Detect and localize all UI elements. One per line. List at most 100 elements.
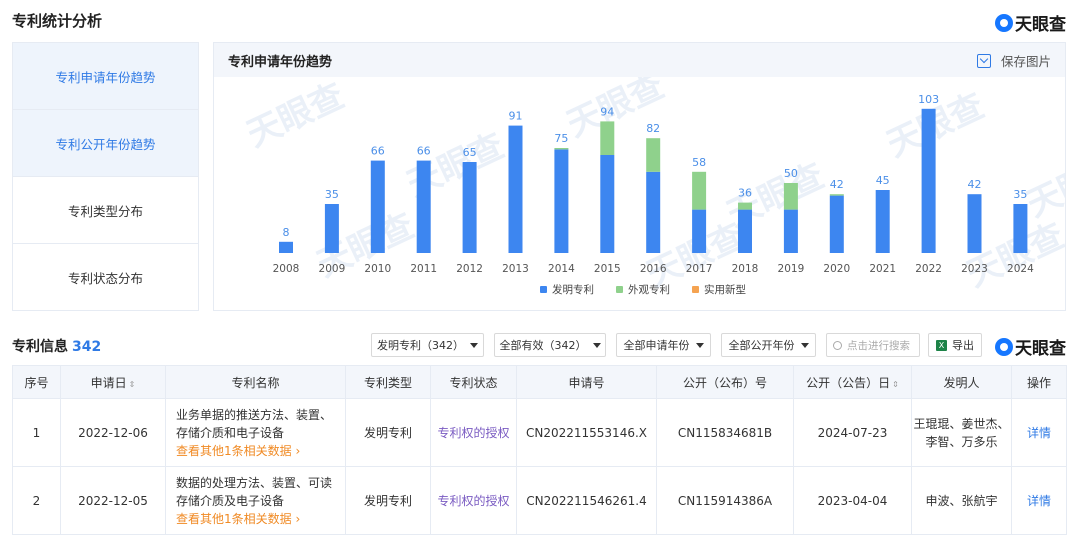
bar-2015-外观专利[interactable] bbox=[600, 121, 615, 155]
bar-2019-发明专利[interactable] bbox=[783, 209, 798, 253]
search-icon bbox=[833, 340, 842, 350]
value-label-2013: 91 bbox=[509, 110, 523, 123]
x-tick-2010: 2010 bbox=[364, 263, 391, 275]
x-tick-2021: 2021 bbox=[869, 263, 896, 275]
bar-2016-发明专利[interactable] bbox=[646, 171, 661, 253]
patent-name-text[interactable]: 业务单据的推送方法、装置、存储介质和电子设备 bbox=[176, 407, 333, 440]
bar-2020-外观专利[interactable] bbox=[829, 194, 844, 196]
col-pub-date[interactable]: 公开（公告）日 ⇕ bbox=[793, 365, 912, 399]
value-label-2018: 36 bbox=[738, 187, 752, 200]
x-tick-2024: 2024 bbox=[1007, 263, 1034, 275]
legend-label-外观专利[interactable]: 外观专利 bbox=[628, 283, 670, 296]
patent-table: 序号 申请日 ⇕ 专利名称 专利类型 专利状态 申请号 公开（公布）号 公开（公告… bbox=[12, 365, 1067, 535]
cell-apply-date: 2022-12-05 bbox=[60, 466, 166, 535]
validity-filter[interactable]: 全部有效（342） bbox=[494, 333, 606, 357]
x-tick-2016: 2016 bbox=[640, 263, 667, 275]
bar-2014-发明专利[interactable] bbox=[554, 149, 569, 253]
legend-label-实用新型[interactable]: 实用新型 bbox=[704, 283, 746, 296]
patent-name-text[interactable]: 数据的处理方法、装置、可读存储介质及电子设备 bbox=[176, 475, 333, 508]
col-action: 操作 bbox=[1011, 365, 1067, 399]
bar-2008-发明专利[interactable] bbox=[279, 241, 293, 253]
bar-2010-发明专利[interactable] bbox=[370, 160, 385, 253]
value-label-2015: 94 bbox=[600, 105, 614, 118]
bar-2009-发明专利[interactable] bbox=[324, 204, 339, 253]
x-tick-2022: 2022 bbox=[915, 263, 942, 275]
related-data-link[interactable]: 查看其他1条相关数据 › bbox=[176, 443, 301, 458]
col-apply-date[interactable]: 申请日 ⇕ bbox=[60, 365, 166, 399]
x-axis-ticks: 2008 2009 2010 2011 2012 2013 2014 2015 2016 2017… bbox=[273, 263, 1034, 275]
save-image-label: 保存图片 bbox=[1000, 54, 1051, 69]
patent-type-filter[interactable]: 发明专利（342） bbox=[371, 333, 484, 357]
nav-item-apply-year-trend[interactable]: 专利申请年份趋势 bbox=[13, 43, 198, 110]
bar-2022-发明专利[interactable] bbox=[921, 108, 936, 253]
sort-icon[interactable]: ⇕ bbox=[892, 379, 899, 389]
related-data-label: 查看其他1条相关数据 bbox=[176, 443, 292, 458]
legend-label-发明专利[interactable]: 发明专利 bbox=[552, 283, 594, 296]
col-patent-type: 专利类型 bbox=[345, 365, 431, 399]
patent-search-input[interactable]: 点击进行搜索 bbox=[826, 333, 920, 357]
bar-2015-发明专利[interactable] bbox=[600, 155, 615, 253]
detail-link[interactable]: 详情 bbox=[1011, 398, 1067, 467]
bar-2020-发明专利[interactable] bbox=[829, 195, 844, 253]
bar-2023-发明专利[interactable] bbox=[967, 194, 982, 253]
x-tick-2014: 2014 bbox=[548, 263, 575, 275]
cell-apply-no: CN202211553146.X bbox=[516, 398, 657, 467]
col-index: 序号 bbox=[12, 365, 61, 399]
x-tick-2012: 2012 bbox=[456, 263, 483, 275]
value-label-layer: 8 35 66 66 65 91 75 94 82 58 36 50 42 45 103 42 35 bbox=[283, 93, 1028, 239]
cell-pub-no: CN115914386A bbox=[656, 466, 794, 535]
bar-2018-外观专利[interactable] bbox=[738, 202, 752, 210]
export-button[interactable]: X 导出 bbox=[928, 333, 982, 357]
bar-2016-外观专利[interactable] bbox=[646, 138, 661, 172]
value-label-2022: 103 bbox=[918, 93, 939, 106]
cell-inventors: 王琨琨、姜世杰、李智、万多乐 bbox=[911, 398, 1012, 467]
save-image-button[interactable]: 保存图片 bbox=[976, 51, 1051, 70]
chart-panel-header: 专利申请年份趋势 保存图片 bbox=[214, 43, 1065, 77]
bar-2011-发明专利[interactable] bbox=[416, 160, 431, 253]
related-data-link[interactable]: 查看其他1条相关数据 › bbox=[176, 511, 301, 526]
table-row: 1 2022-12-06 业务单据的推送方法、装置、存储介质和电子设备 查看其他… bbox=[12, 398, 1067, 467]
x-tick-2023: 2023 bbox=[961, 263, 988, 275]
col-patent-status: 专利状态 bbox=[430, 365, 517, 399]
bar-2013-发明专利[interactable] bbox=[508, 125, 523, 253]
x-tick-2009: 2009 bbox=[319, 263, 346, 275]
cell-apply-no: CN202211546261.4 bbox=[516, 466, 657, 535]
sort-icon[interactable]: ⇕ bbox=[128, 379, 136, 389]
x-tick-2017: 2017 bbox=[686, 263, 713, 275]
cell-patent-status: 专利权的授权 bbox=[430, 466, 517, 535]
caret-down-icon bbox=[695, 342, 704, 348]
nav-item-publish-year-trend[interactable]: 专利公开年份趋势 bbox=[13, 110, 198, 177]
bar-2019-外观专利[interactable] bbox=[783, 183, 798, 210]
nav-item-type-distribution[interactable]: 专利类型分布 bbox=[13, 177, 198, 244]
col-inventors: 发明人 bbox=[911, 365, 1012, 399]
bar-2017-发明专利[interactable] bbox=[692, 209, 707, 253]
x-tick-2019: 2019 bbox=[778, 263, 805, 275]
col-pub-date-label: 公开（公告）日 bbox=[806, 375, 891, 390]
publish-year-filter[interactable]: 全部公开年份 bbox=[721, 333, 816, 357]
logo-text: 天眼查 bbox=[1015, 339, 1066, 359]
bar-2014-外观专利[interactable] bbox=[554, 148, 569, 150]
apply-year-filter[interactable]: 全部申请年份 bbox=[616, 333, 711, 357]
bar-2018-发明专利[interactable] bbox=[738, 209, 752, 253]
legend-swatch-外观专利[interactable] bbox=[616, 286, 623, 293]
caret-down-icon bbox=[800, 342, 809, 348]
validity-filter-label: 全部有效（342） bbox=[499, 339, 587, 352]
tianyancha-logo-icon bbox=[995, 337, 1013, 356]
bar-2017-外观专利[interactable] bbox=[692, 171, 707, 210]
detail-link[interactable]: 详情 bbox=[1011, 466, 1067, 535]
col-apply-date-label: 申请日 bbox=[90, 375, 127, 390]
x-tick-2008: 2008 bbox=[273, 263, 300, 275]
value-label-2010: 66 bbox=[371, 145, 385, 158]
legend-swatch-实用新型[interactable] bbox=[692, 286, 699, 293]
cell-inventors: 申波、张航宇 bbox=[911, 466, 1012, 535]
bar-2024-发明专利[interactable] bbox=[1013, 204, 1028, 253]
download-icon bbox=[976, 53, 991, 68]
logo-text: 天眼查 bbox=[1015, 15, 1066, 35]
legend-swatch-发明专利[interactable] bbox=[540, 286, 547, 293]
bar-2021-发明专利[interactable] bbox=[875, 190, 890, 253]
chart-legend[interactable]: 发明专利 外观专利 实用新型 bbox=[540, 283, 746, 296]
bar-2012-发明专利[interactable] bbox=[462, 162, 477, 253]
chart-panel-title: 专利申请年份趋势 bbox=[228, 54, 333, 70]
value-label-2016: 82 bbox=[646, 122, 660, 135]
nav-item-status-distribution[interactable]: 专利状态分布 bbox=[67, 271, 143, 286]
